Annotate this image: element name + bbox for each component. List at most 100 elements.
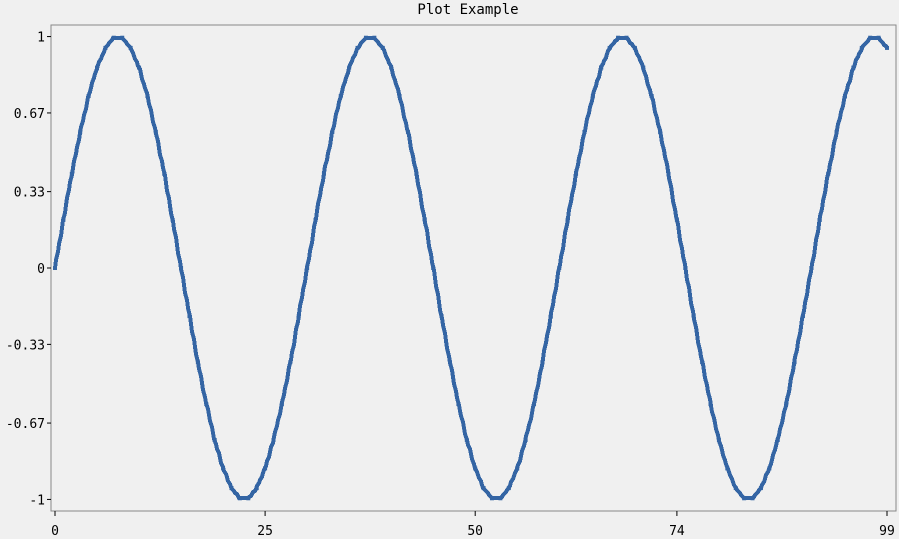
data-point [204, 402, 209, 407]
x-axis: 0 25 50 74 99 [51, 511, 895, 539]
data-point [683, 266, 688, 270]
data-point [616, 35, 621, 40]
data-point [456, 402, 461, 407]
data-point [624, 35, 629, 40]
data-point [53, 266, 57, 270]
data-point [498, 496, 503, 501]
data-point [708, 402, 713, 407]
data-point [78, 129, 83, 134]
data-point [691, 314, 696, 319]
data-point [792, 360, 797, 365]
y-tick-label: 1 [37, 31, 45, 46]
data-point [607, 45, 612, 50]
data-point [658, 129, 663, 134]
data-point [279, 402, 284, 407]
data-point [355, 45, 360, 50]
data-point [649, 94, 654, 99]
data-point [447, 360, 452, 365]
data-point [246, 496, 251, 501]
data-point [296, 314, 301, 319]
data-point [397, 94, 402, 99]
data-point [742, 496, 747, 501]
data-point [590, 94, 595, 99]
data-point [271, 437, 276, 442]
data-point [61, 217, 66, 222]
data-point [784, 402, 789, 407]
data-point [826, 171, 831, 176]
y-tick-label: -0.67 [6, 417, 45, 432]
data-point [372, 35, 377, 40]
y-tick-label: -1 [29, 493, 45, 508]
plot-area-frame [50, 24, 897, 512]
series-line [53, 36, 889, 500]
data-point [422, 217, 427, 222]
x-tick-label: 25 [257, 524, 273, 539]
data-point [414, 171, 419, 176]
data-point [439, 314, 444, 319]
chart-title: Plot Example [417, 2, 518, 18]
data-point [666, 171, 671, 176]
data-point [288, 360, 293, 365]
data-point [137, 65, 142, 70]
data-point [338, 94, 343, 99]
data-point [834, 129, 839, 134]
data-point [574, 171, 579, 176]
data-point [557, 266, 562, 270]
data-point [86, 94, 91, 99]
data-point [851, 65, 856, 70]
data-point [481, 486, 486, 491]
data-point [254, 486, 259, 491]
data-point [473, 466, 478, 471]
y-tick-label: 0.67 [14, 107, 45, 122]
data-point [330, 129, 335, 134]
data-point [162, 171, 167, 176]
data-point [800, 314, 805, 319]
data-point [885, 45, 889, 50]
y-tick-label: 0 [37, 262, 45, 277]
series-layer [53, 35, 889, 501]
y-tick-label: 0.33 [14, 186, 45, 201]
data-point [237, 496, 242, 501]
data-point [842, 94, 847, 99]
data-point [515, 466, 520, 471]
data-point [775, 437, 780, 442]
data-point [212, 437, 217, 442]
data-point [120, 35, 125, 40]
data-point [347, 65, 352, 70]
data-point [733, 486, 738, 491]
x-tick-label: 0 [51, 524, 59, 539]
data-point [170, 217, 175, 222]
data-point [490, 496, 495, 501]
x-tick-label: 74 [669, 524, 685, 539]
data-point [321, 171, 326, 176]
data-point [464, 437, 469, 442]
data-point [111, 35, 116, 40]
data-point [532, 402, 537, 407]
data-point [263, 466, 268, 471]
data-point [750, 496, 755, 501]
x-tick-label: 50 [467, 524, 483, 539]
data-point [195, 360, 200, 365]
x-tick-label: 99 [879, 524, 895, 539]
data-point [548, 314, 553, 319]
data-point [145, 94, 150, 99]
y-tick-label: -0.33 [6, 338, 45, 353]
data-point [758, 486, 763, 491]
data-point [153, 129, 158, 134]
data-point [313, 217, 318, 222]
data-point [540, 360, 545, 365]
data-point [363, 35, 368, 40]
data-point [389, 65, 394, 70]
data-point [128, 45, 133, 50]
data-point [674, 217, 679, 222]
data-point [103, 45, 108, 50]
data-point [868, 35, 873, 40]
data-point [809, 266, 814, 270]
data-point [305, 266, 310, 270]
data-point [767, 466, 772, 471]
data-point [725, 466, 730, 471]
data-point [641, 65, 646, 70]
data-point [405, 129, 410, 134]
